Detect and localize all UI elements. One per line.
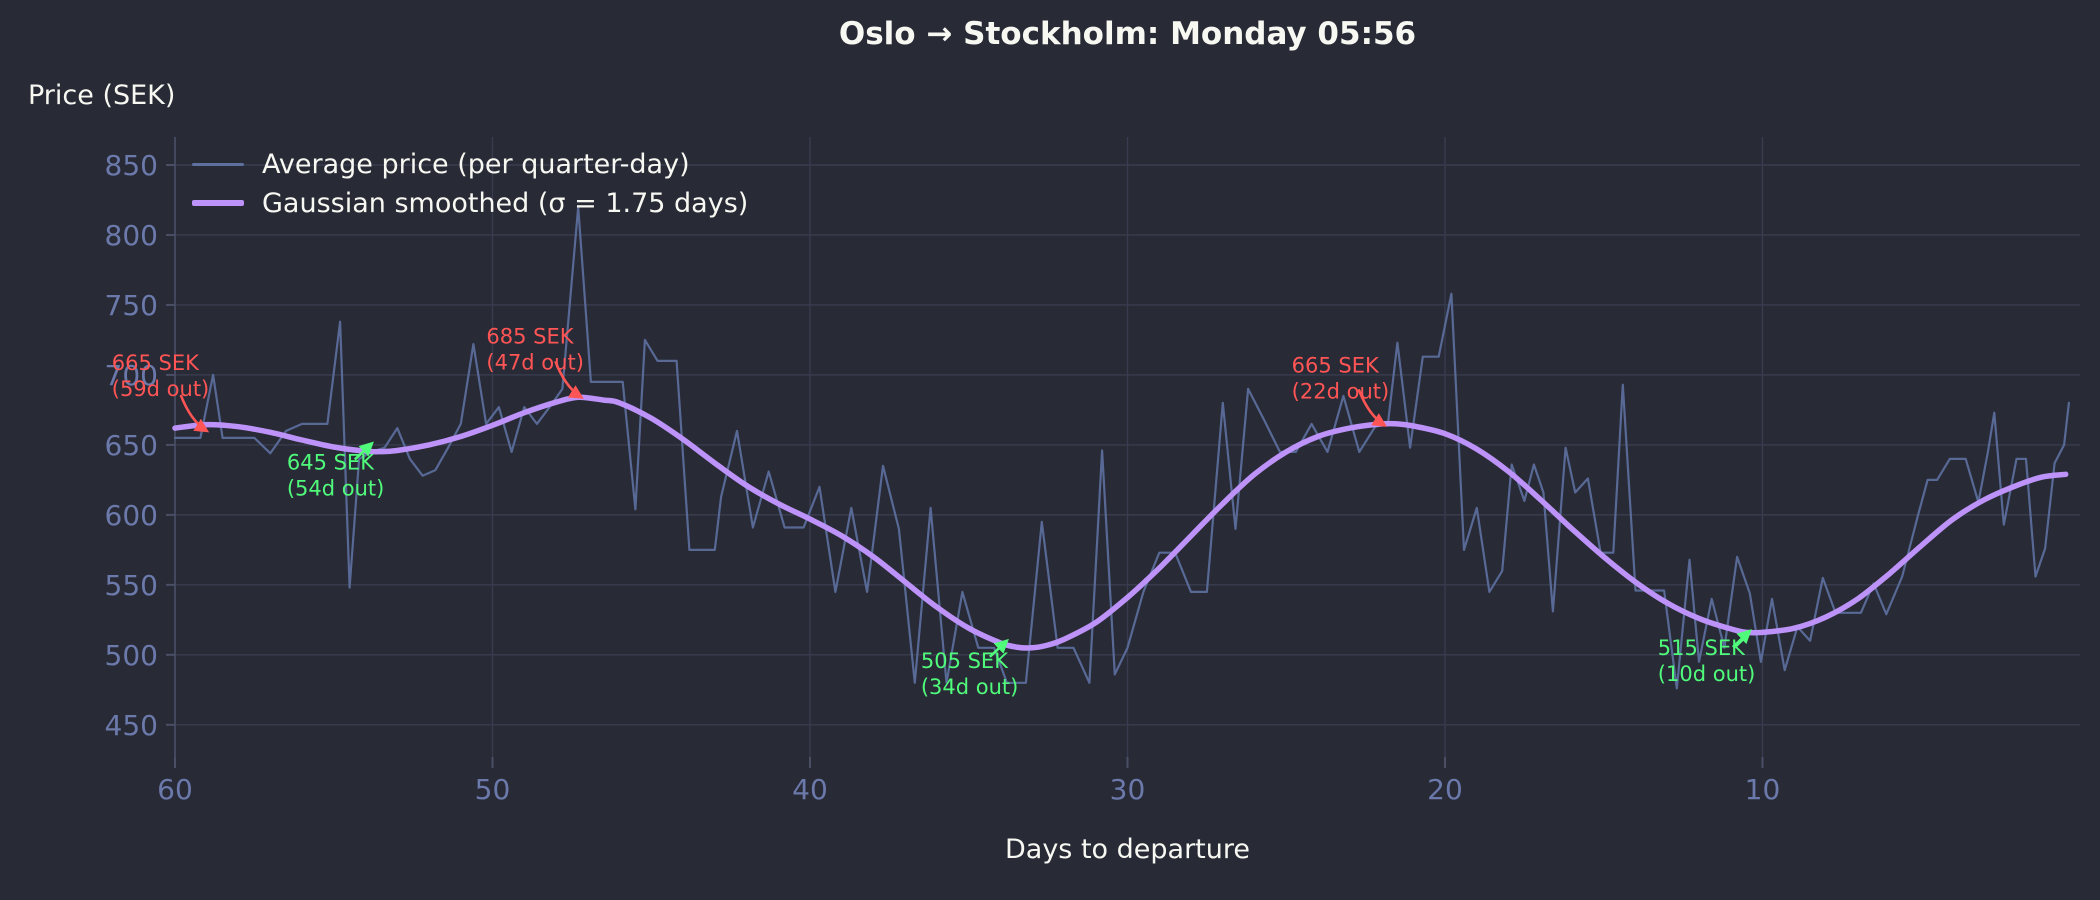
annotation-label-local-min: 515 SEK (10d out): [1658, 636, 1756, 686]
annotation-label-local-max: 685 SEK (47d out): [486, 324, 584, 374]
y-tick-label: 450: [105, 709, 158, 742]
raw-series-line: [173, 205, 2070, 690]
y-tick-label: 600: [105, 499, 158, 532]
legend-item-smoothed: Gaussian smoothed (σ = 1.75 days): [192, 187, 749, 219]
x-tick-label: 50: [475, 773, 511, 806]
annotation-arrow-local-max: [179, 394, 210, 433]
legend-swatch-raw: [192, 162, 244, 166]
legend-swatch-smoothed: [192, 200, 244, 206]
annotation-arrow-local-min: [988, 638, 1009, 658]
annotation-arrow-local-min: [1731, 629, 1752, 648]
annotation-label-local-max: 665 SEK (59d out): [112, 351, 210, 401]
annotation-arrow-local-max: [1357, 388, 1388, 427]
y-tick-label: 850: [105, 149, 158, 182]
legend-item-raw: Average price (per quarter-day): [192, 148, 748, 180]
y-tick-label: 750: [105, 289, 158, 322]
x-tick-label: 30: [1110, 773, 1146, 806]
y-axis-title: Price (SEK): [28, 80, 176, 111]
x-axis-title: Days to departure: [1004, 834, 1250, 865]
x-tick-label: 20: [1427, 773, 1463, 806]
annotation-arrow-local-min: [353, 441, 374, 461]
annotation-label-local-min: 505 SEK (34d out): [921, 649, 1019, 699]
x-tick-label: 40: [792, 773, 828, 806]
legend: Average price (per quarter-day) Gaussian…: [192, 148, 749, 219]
legend-label-smoothed: Gaussian smoothed (σ = 1.75 days): [262, 187, 749, 219]
y-tick-label: 700: [105, 359, 158, 392]
legend-label-raw: Average price (per quarter-day): [262, 148, 690, 180]
annotation-arrow-local-max: [554, 360, 584, 399]
smoothed-series-line: [172, 394, 2069, 651]
x-tick-label: 10: [1745, 773, 1781, 806]
annotation-label-local-min: 645 SEK (54d out): [287, 451, 385, 501]
y-tick-label: 500: [105, 639, 158, 672]
y-tick-label: 550: [105, 569, 158, 602]
chart-title: Oslo → Stockholm: Monday 05:56: [838, 16, 1417, 52]
y-tick-label: 800: [105, 219, 158, 252]
annotation-label-local-max: 665 SEK (22d out): [1292, 353, 1390, 403]
x-tick-label: 60: [157, 773, 193, 806]
y-tick-label: 650: [105, 429, 158, 462]
